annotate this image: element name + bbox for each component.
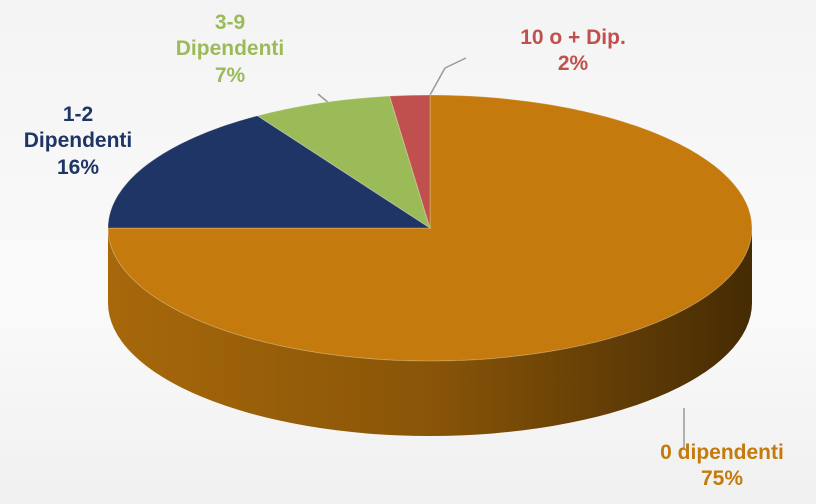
data-label: 3-9 Dipendenti 7% <box>165 10 295 89</box>
slice <box>388 94 431 229</box>
category-label: 10 o + Dip. <box>520 26 626 49</box>
data-label: 0 dipendenti 75% <box>612 440 816 493</box>
category-label: 3-9 Dipendenti <box>175 11 285 61</box>
percent-label: 2% <box>557 52 589 76</box>
slice <box>107 115 432 229</box>
category-label: 0 dipendenti <box>660 441 784 464</box>
percent-label: 75% <box>700 467 744 491</box>
data-label: 10 o + Dip. 2% <box>473 25 673 78</box>
data-label: 1-2 Dipendenti 16% <box>13 102 143 181</box>
slice <box>256 95 431 230</box>
percent-label: 16% <box>56 155 100 179</box>
leader-line <box>444 57 467 69</box>
percent-label: 7% <box>214 63 246 87</box>
leader-line <box>429 67 446 96</box>
category-label: 1-2 Dipendenti <box>23 103 133 153</box>
slice-side <box>108 228 752 436</box>
